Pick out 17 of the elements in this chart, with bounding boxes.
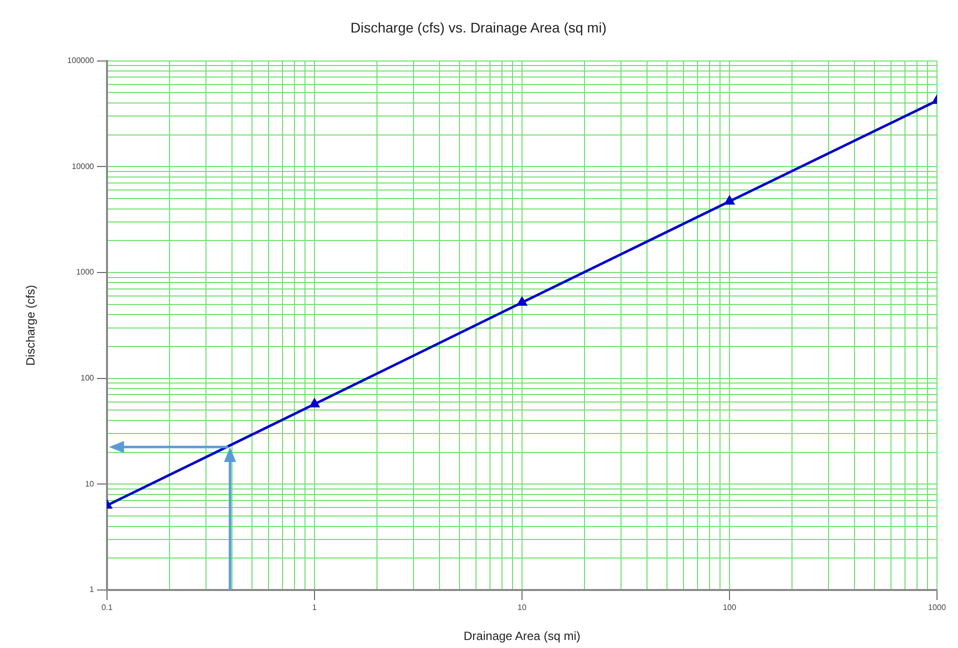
y-tick-label: 10000 xyxy=(72,162,95,171)
point xyxy=(517,297,527,306)
y-axis-title: Discharge (cfs) xyxy=(24,285,38,366)
x-tick-label: 10 xyxy=(518,603,527,612)
x-tick-label: 100 xyxy=(722,603,737,612)
x-axis-title: Drainage Area (sq mi) xyxy=(464,629,580,644)
point xyxy=(724,196,734,205)
x-tick-label: 0.1 xyxy=(101,603,114,612)
y-tick-label: 100 xyxy=(80,374,95,383)
x-tick-label: 1 xyxy=(312,603,318,612)
chart-title: Discharge (cfs) vs. Drainage Area (sq mi) xyxy=(350,19,606,36)
point xyxy=(310,398,320,408)
y-tick-label: 100000 xyxy=(67,56,95,66)
y-tick-label: 10 xyxy=(85,479,95,488)
y-tick-label: 1000 xyxy=(76,268,95,277)
x-tick-label: 1000 xyxy=(928,603,946,612)
y-tick-label: 1 xyxy=(90,585,95,594)
